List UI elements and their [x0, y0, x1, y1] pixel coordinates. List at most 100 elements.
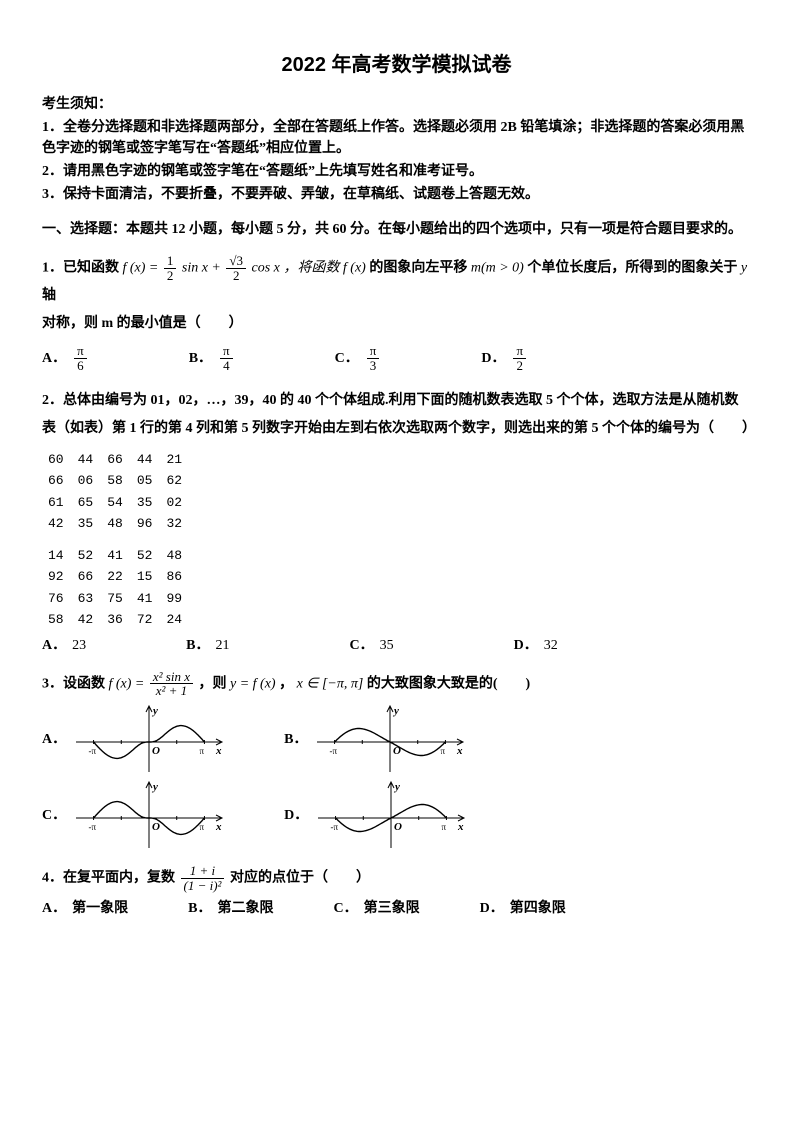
opt-label-c: C．	[335, 348, 359, 369]
q3-graphs-row-1: A． xyO-ππ B． xyO-ππ	[42, 704, 751, 774]
svg-text:x: x	[457, 821, 464, 833]
q2c-label: C．	[349, 635, 373, 656]
svg-text:x: x	[215, 821, 222, 833]
q3-fn-lhs: f (x) =	[109, 676, 148, 691]
q4-option-a: A． 第一象限	[42, 898, 128, 919]
instruction-2: 2．请用黑色字迹的钢笔或签字笔在“答题纸”上先填写姓名和准考证号。	[42, 161, 751, 182]
q3-frac: x² sin x x² + 1	[150, 670, 193, 698]
q4-frac: 1 + i (1 − i)²	[181, 864, 225, 892]
svg-text:y: y	[151, 705, 158, 717]
q4a-val: 第一象限	[72, 898, 128, 919]
q2c-val: 35	[380, 635, 394, 656]
table-cell: 58	[48, 609, 78, 631]
table-cell: 66	[78, 566, 108, 588]
q2a-label: A．	[42, 635, 66, 656]
graph-a-svg: xyO-ππ	[74, 704, 224, 774]
q1a-den: 6	[74, 359, 87, 373]
q1d-num: π	[513, 344, 526, 359]
instructions-block: 考生须知： 1．全卷分选择题和非选择题两部分，全部在答题纸上作答。选择题必须用 …	[42, 94, 751, 205]
q1c-den: 3	[367, 359, 380, 373]
svg-text:-π: -π	[89, 822, 97, 832]
table-cell: 96	[137, 513, 167, 535]
svg-text:x: x	[456, 745, 463, 757]
q1-frac-2: √3 2	[226, 254, 246, 282]
q4-post: 对应的点位于（ ）	[230, 870, 370, 885]
svg-text:O: O	[152, 821, 160, 833]
q1c-num: π	[367, 344, 380, 359]
q2-option-a: A． 23	[42, 635, 86, 656]
table-cell: 35	[78, 513, 108, 535]
q1-frac2-den: 2	[226, 269, 246, 283]
table-cell: 54	[107, 492, 137, 514]
instruction-3: 3．保持卡面清洁，不要折叠，不要弄破、弄皱，在草稿纸、试题卷上答题无效。	[42, 184, 751, 205]
svg-text:π: π	[441, 746, 446, 756]
table-cell: 48	[166, 545, 196, 567]
q4d-label: D．	[480, 898, 504, 919]
svg-text:-π: -π	[330, 746, 338, 756]
q4-option-d: D．第四象限	[480, 898, 566, 919]
table-cell: 44	[78, 449, 108, 471]
question-2: 2．总体由编号为 01，02，…，39，40 的 40 个个体组成.利用下面的随…	[42, 387, 751, 443]
svg-text:y: y	[393, 781, 400, 793]
q1-fn-lhs: f (x) =	[123, 260, 162, 275]
svg-text:π: π	[200, 746, 205, 756]
svg-text:O: O	[394, 821, 402, 833]
q3-graph-c: C． xyO-ππ	[42, 780, 224, 850]
q2a-val: 23	[72, 635, 86, 656]
instructions-header: 考生须知：	[42, 94, 751, 115]
table-cell: 36	[107, 609, 137, 631]
graph-d-svg: x y O -π π	[316, 780, 466, 850]
q4a-label: A．	[42, 898, 66, 919]
q1-frac1-num: 1	[164, 254, 177, 269]
q4-frac-den: (1 − i)²	[181, 879, 225, 893]
q1b-num: π	[220, 344, 233, 359]
q3-graphs-row-2: C． xyO-ππ D． xyO-ππ	[42, 780, 751, 850]
q4-option-c: C．第三象限	[333, 898, 419, 919]
q2-option-b: B．21	[186, 635, 229, 656]
q3-range: x ∈ [−π, π]	[297, 676, 364, 691]
q3-yfx: y = f (x)	[230, 676, 276, 691]
q1-text-1: 1．已知函数	[42, 260, 123, 275]
table-cell: 75	[107, 588, 137, 610]
q4b-val: 第二象限	[217, 898, 273, 919]
instruction-1: 1．全卷分选择题和非选择题两部分，全部在答题纸上作答。选择题必须用 2B 铅笔填…	[42, 117, 751, 159]
q3-graph-d: D． xyO-ππ	[284, 780, 466, 850]
q4-option-b: B． 第二象限	[188, 898, 273, 919]
q1-frac-1: 1 2	[164, 254, 177, 282]
table-cell: 14	[48, 545, 78, 567]
q2-option-d: D． 32	[514, 635, 558, 656]
table-cell: 06	[78, 470, 108, 492]
table-cell: 58	[107, 470, 137, 492]
table-cell: 35	[137, 492, 167, 514]
q1-option-d: D． π2	[481, 344, 528, 372]
table-cell: 86	[166, 566, 196, 588]
q3-graph-b: B． xyO-ππ	[284, 704, 465, 774]
table-cell: 02	[166, 492, 196, 514]
section-1-heading: 一、选择题：本题共 12 小题，每小题 5 分，共 60 分。在每小题给出的四个…	[42, 219, 751, 240]
table-cell: 76	[48, 588, 78, 610]
page-title: 2022 年高考数学模拟试卷	[42, 50, 751, 80]
svg-text:-π: -π	[331, 822, 339, 832]
random-number-table: 6044664421660658056261655435024235489632…	[48, 449, 196, 631]
q1-mcond: m(m > 0)	[471, 260, 524, 275]
opt-label-d: D．	[481, 348, 505, 369]
q2b-label: B．	[186, 635, 209, 656]
q4b-label: B．	[188, 898, 211, 919]
svg-text:-π: -π	[89, 746, 97, 756]
q1-options: A． π6 B． π4 C． π3 D． π2	[42, 344, 751, 372]
q1-post2: 个单位长度后，所得到的图象关于	[527, 260, 741, 275]
q2d-val: 32	[544, 635, 558, 656]
q1-mid2: cos x ，将函数	[252, 260, 343, 275]
table-cell: 61	[48, 492, 78, 514]
q3a-label: A．	[42, 729, 66, 750]
svg-text:π: π	[442, 822, 447, 832]
q1-frac2-num: √3	[226, 254, 246, 269]
table-cell: 62	[166, 470, 196, 492]
q2d-label: D．	[514, 635, 538, 656]
q1-option-c: C． π3	[335, 344, 382, 372]
q4c-label: C．	[333, 898, 357, 919]
opt-label-b: B．	[189, 348, 212, 369]
q3-frac-den: x² + 1	[150, 684, 193, 698]
q3-pre: 3．设函数	[42, 676, 109, 691]
q3-mid: ，则	[198, 676, 230, 691]
